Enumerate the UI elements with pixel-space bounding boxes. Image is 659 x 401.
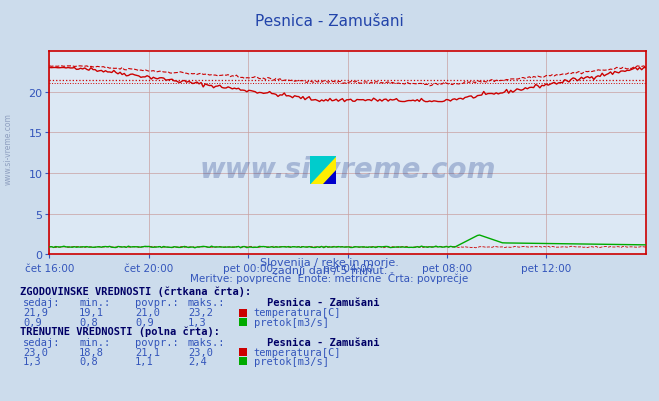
Text: 23,0: 23,0 [188,347,213,357]
Text: Pesnica - Zamušani: Pesnica - Zamušani [267,298,380,308]
Text: www.si-vreme.com: www.si-vreme.com [3,113,13,184]
Text: 21,0: 21,0 [135,308,160,318]
Text: TRENUTNE VREDNOSTI (polna črta):: TRENUTNE VREDNOSTI (polna črta): [20,326,219,336]
Text: pretok[m3/s]: pretok[m3/s] [254,356,329,366]
Text: 0,9: 0,9 [135,317,154,327]
Text: www.si-vreme.com: www.si-vreme.com [200,156,496,184]
Text: 21,9: 21,9 [23,308,48,318]
Text: 19,1: 19,1 [79,308,104,318]
Text: 1,1: 1,1 [135,356,154,366]
Polygon shape [323,170,336,184]
Text: 18,8: 18,8 [79,347,104,357]
Text: temperatura[C]: temperatura[C] [254,347,341,357]
Text: 1,3: 1,3 [23,356,42,366]
Text: Meritve: povprečne  Enote: metrične  Črta: povprečje: Meritve: povprečne Enote: metrične Črta:… [190,271,469,284]
Text: temperatura[C]: temperatura[C] [254,308,341,318]
Text: 21,1: 21,1 [135,347,160,357]
Text: maks.:: maks.: [188,298,225,308]
Text: povpr.:: povpr.: [135,337,179,347]
Text: 0,9: 0,9 [23,317,42,327]
Text: 2,4: 2,4 [188,356,206,366]
Text: sedaj:: sedaj: [23,298,61,308]
Text: 23,2: 23,2 [188,308,213,318]
Text: min.:: min.: [79,298,110,308]
Text: zadnji dan / 5 minut.: zadnji dan / 5 minut. [272,265,387,275]
Text: min.:: min.: [79,337,110,347]
Text: ZGODOVINSKE VREDNOSTI (črtkana črta):: ZGODOVINSKE VREDNOSTI (črtkana črta): [20,286,251,297]
Text: 0,8: 0,8 [79,317,98,327]
Text: 1,3: 1,3 [188,317,206,327]
Text: 0,8: 0,8 [79,356,98,366]
Polygon shape [310,156,336,184]
Text: maks.:: maks.: [188,337,225,347]
Text: pretok[m3/s]: pretok[m3/s] [254,317,329,327]
Polygon shape [310,156,336,184]
Text: sedaj:: sedaj: [23,337,61,347]
Text: 23,0: 23,0 [23,347,48,357]
Text: Pesnica - Zamušani: Pesnica - Zamušani [255,14,404,29]
Text: povpr.:: povpr.: [135,298,179,308]
Text: Slovenija / reke in morje.: Slovenija / reke in morje. [260,257,399,267]
Text: Pesnica - Zamušani: Pesnica - Zamušani [267,337,380,347]
